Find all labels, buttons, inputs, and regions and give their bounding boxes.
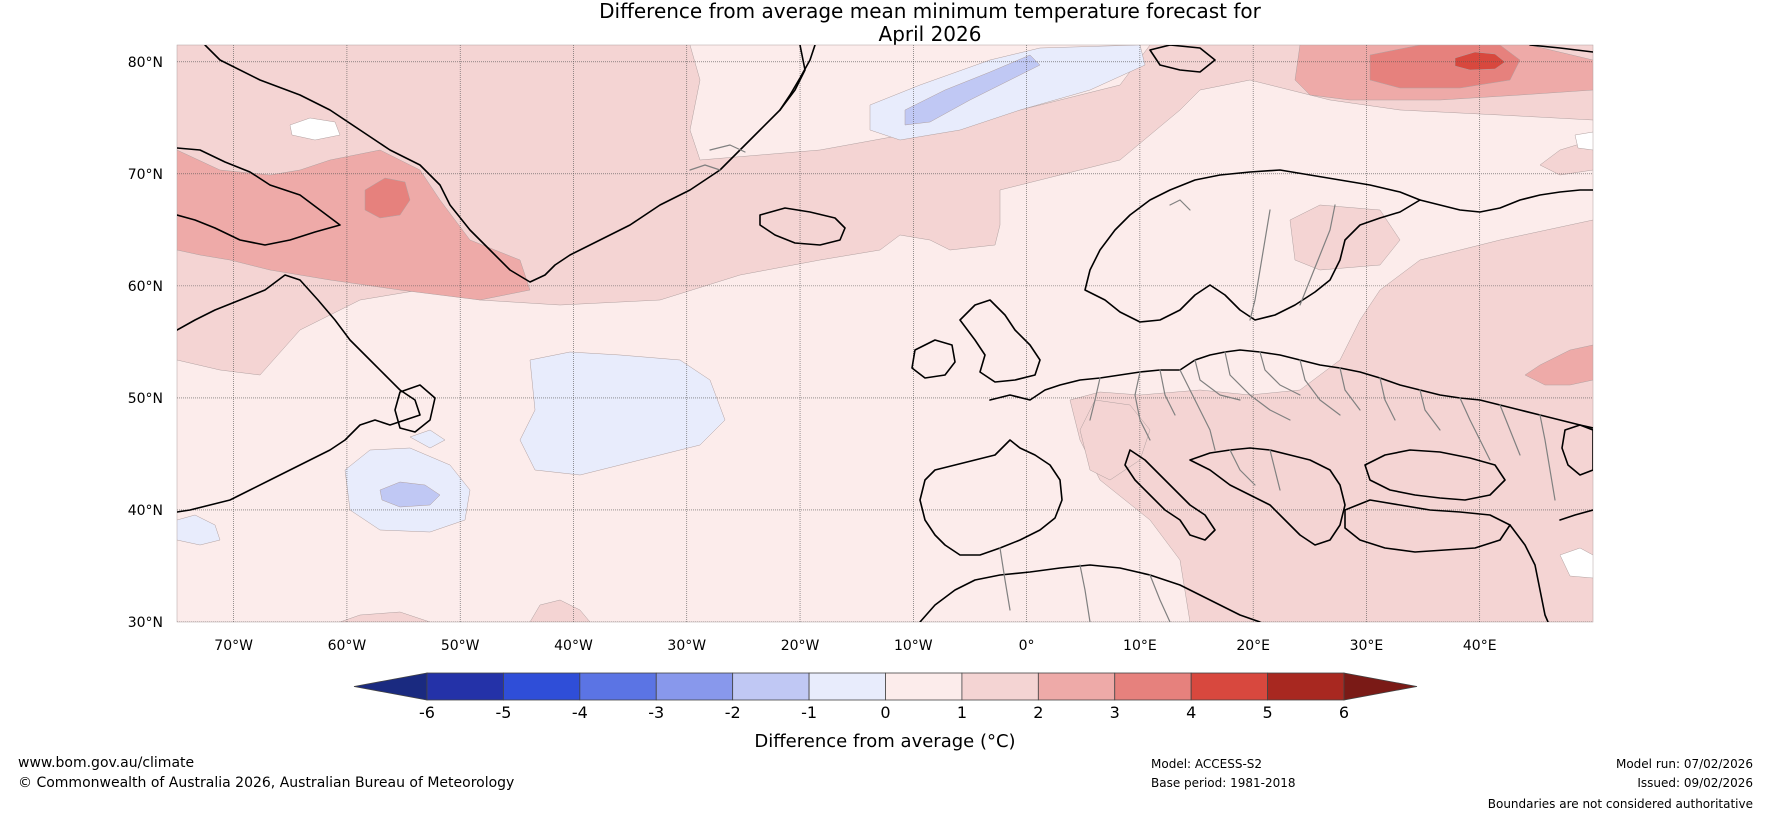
footer-copyright: © Commonwealth of Australia 2026, Austra…	[18, 775, 515, 791]
anomaly-region-baffin	[364, 177, 411, 219]
latitude-label: 50°N	[128, 391, 163, 407]
coastline-levant	[1509, 524, 1549, 622]
longitude-label: 30°W	[667, 638, 706, 654]
longitude-label: 40°W	[554, 638, 593, 654]
footer-model: Model: ACCESS-S2	[1151, 757, 1263, 771]
title-line-1: Difference from average mean minimum tem…	[599, 0, 1261, 23]
colorbar-bin	[1037, 672, 1116, 701]
colorbar-tick-label: 4	[1186, 703, 1196, 722]
border-lines	[999, 204, 1556, 622]
colorbar-label: Difference from average (°C)	[754, 731, 1015, 752]
footer-website: www.bom.gov.au/climate	[18, 755, 195, 771]
anomaly-region-arctic-east	[1539, 139, 1593, 176]
colorbar-extend-low	[353, 672, 428, 701]
longitude-label: 60°W	[328, 638, 367, 654]
coastlines	[177, 45, 1593, 622]
anomaly-region-baffin-patch	[289, 117, 341, 141]
colorbar-bin	[1114, 672, 1192, 701]
colorbar-tick-label: 1	[957, 703, 967, 722]
coastline-labrador	[177, 274, 421, 513]
colorbar-bin	[579, 672, 657, 701]
footer-base-period: Base period: 1981-2018	[1151, 776, 1296, 790]
colorbar-bin	[961, 672, 1039, 701]
coastline-africa-north	[919, 564, 1261, 622]
coastline-greenland	[204, 45, 806, 283]
coastline-caspian	[1561, 424, 1593, 476]
colorbar-tick-label: -2	[725, 703, 741, 722]
latitude-label: 40°N	[128, 503, 163, 519]
latitude-label: 70°N	[128, 167, 163, 183]
longitude-label: 0°	[1019, 638, 1035, 654]
coastline-scandinavia	[1084, 169, 1421, 323]
longitude-label: 10°E	[1123, 638, 1157, 654]
coastline-novaya-zemlya	[1529, 45, 1593, 53]
colorbar-tick-label: -6	[419, 703, 435, 722]
longitude-label: 50°W	[441, 638, 480, 654]
coastline-arctic-islands	[689, 144, 1191, 211]
coastline-svalbard	[1149, 45, 1216, 73]
graticule	[177, 45, 1593, 622]
latitude-label: 80°N	[128, 55, 163, 71]
coastline-newfoundland	[394, 384, 436, 433]
colorbar-bin	[426, 672, 504, 701]
coastline-iberia	[919, 439, 1063, 556]
colorbar-tick-label: -4	[572, 703, 588, 722]
map-title: Difference from average mean minimum tem…	[0, 0, 1770, 46]
title-line-2: April 2026	[878, 22, 982, 46]
colorbar-tick-label: 6	[1339, 703, 1349, 722]
coastline-italy	[1124, 449, 1216, 541]
coastline-iceland	[759, 207, 846, 246]
anomaly-region-nova-scotia	[177, 429, 446, 546]
longitude-label: 30°E	[1350, 638, 1384, 654]
coastline-russia-north	[1419, 189, 1593, 213]
coastline-greenland-east	[779, 45, 816, 111]
latitude-labels: 80°N 70°N 60°N 50°N 40°N 30°N	[128, 55, 163, 631]
longitude-label: 20°W	[781, 638, 820, 654]
footer-model-run: Model run: 07/02/2026	[1615, 757, 1753, 771]
coastline-black-sea	[1364, 449, 1506, 501]
coastline-baffin-island	[177, 147, 341, 246]
latitude-label: 30°N	[128, 615, 163, 631]
coastline-britain	[959, 299, 1041, 383]
anomaly-region-nw-atlantic-core	[379, 481, 441, 508]
colorbar-tick-label: -3	[648, 703, 664, 722]
coastline-ireland	[911, 339, 956, 379]
colorbar-bin	[808, 672, 886, 701]
colorbar-tick-label: -1	[801, 703, 817, 722]
longitude-label: 70°W	[214, 638, 253, 654]
coastline-east-edge	[1559, 509, 1593, 521]
colorbar-bin	[1267, 672, 1345, 701]
colorbar-bin	[885, 672, 963, 701]
longitude-labels: 70°W 60°W 50°W 40°W 30°W 20°W 10°W 0° 10°E 20°E 30…	[214, 638, 1496, 654]
colorbar-bin	[732, 672, 810, 701]
colorbar-tick-label: -5	[495, 703, 511, 722]
longitude-label: 20°E	[1236, 638, 1270, 654]
colorbar-bin	[503, 672, 581, 701]
colorbar-tick-label: 2	[1033, 703, 1043, 722]
colorbar-bin	[1190, 672, 1268, 701]
coastline-europe-mainland	[989, 349, 1593, 429]
anomaly-region-russia-west	[1524, 344, 1593, 386]
longitude-label: 40°E	[1463, 638, 1497, 654]
anomaly-region-atlantic-south	[339, 599, 591, 622]
footer-disclaimer: Boundaries are not considered authoritat…	[1487, 797, 1753, 811]
colorbar-tick-label: 3	[1110, 703, 1120, 722]
coastline-balkans	[1189, 447, 1346, 546]
colorbar: -6 -5 -4 -3 -2 -1 0 1 2 3 4 5 6	[353, 672, 1418, 722]
colorbar-bin	[655, 672, 734, 701]
anomaly-region-arctic-patch	[1574, 131, 1593, 151]
anomaly-region-labrador	[177, 149, 531, 301]
colorbar-extend-high	[1343, 672, 1418, 701]
anomaly-region-norwegian-sea-core	[904, 54, 1041, 126]
footer-issued: Issued: 09/02/2026	[1637, 776, 1753, 790]
longitude-label: 10°W	[894, 638, 933, 654]
anomaly-region-east-patch	[1559, 547, 1593, 579]
coastline-anatolia	[1344, 499, 1511, 553]
colorbar-tick-label: 0	[880, 703, 890, 722]
anomaly-region-mid-atlantic	[519, 351, 726, 476]
anomaly-region-mediterranean	[1079, 399, 1151, 481]
colorbar-tick-label: 5	[1262, 703, 1272, 722]
latitude-label: 60°N	[128, 279, 163, 295]
